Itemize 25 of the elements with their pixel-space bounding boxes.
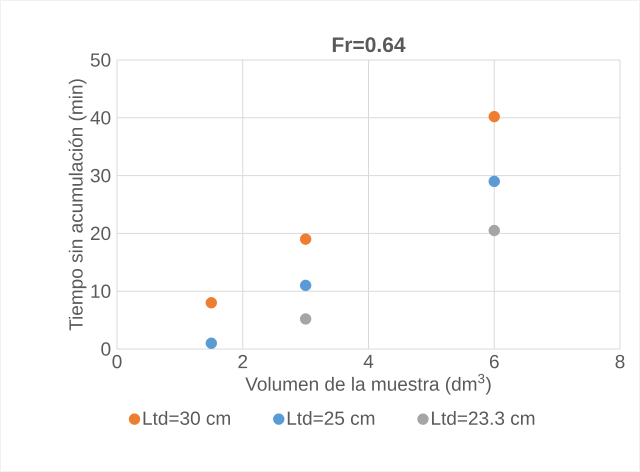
point	[300, 313, 312, 325]
x-tick-label: 0	[112, 354, 122, 368]
y-tick-label: 0	[101, 342, 110, 356]
point	[488, 176, 500, 188]
point	[488, 224, 500, 236]
point	[206, 338, 218, 349]
legend-label: Ltd=23.3 cm	[432, 410, 534, 425]
x-tick-label: 6	[490, 354, 499, 368]
y-tick-label: 10	[91, 284, 110, 298]
x-tick-label: 8	[616, 354, 624, 368]
point	[488, 110, 500, 122]
y-axis-title: Tiempo sin acumulación (min)	[68, 79, 86, 330]
x-axis-title: Volumen de la muestra (dm$^{3}$)	[245, 374, 491, 395]
y-tick-label: 50	[90, 53, 110, 67]
x-tick-label: 4	[364, 354, 374, 368]
point	[300, 233, 312, 245]
x-tick-label: 2	[238, 354, 248, 368]
point	[206, 297, 218, 308]
legend-label: Ltd=30 cm	[144, 410, 230, 425]
y-tick-label: 40	[90, 111, 110, 125]
chart-title: Fr=0.64	[332, 37, 406, 52]
legend-label: Ltd=25 cm	[288, 410, 374, 425]
y-tick-label: 30	[90, 168, 110, 182]
y-tick-label: 20	[90, 226, 110, 240]
point	[300, 280, 312, 292]
